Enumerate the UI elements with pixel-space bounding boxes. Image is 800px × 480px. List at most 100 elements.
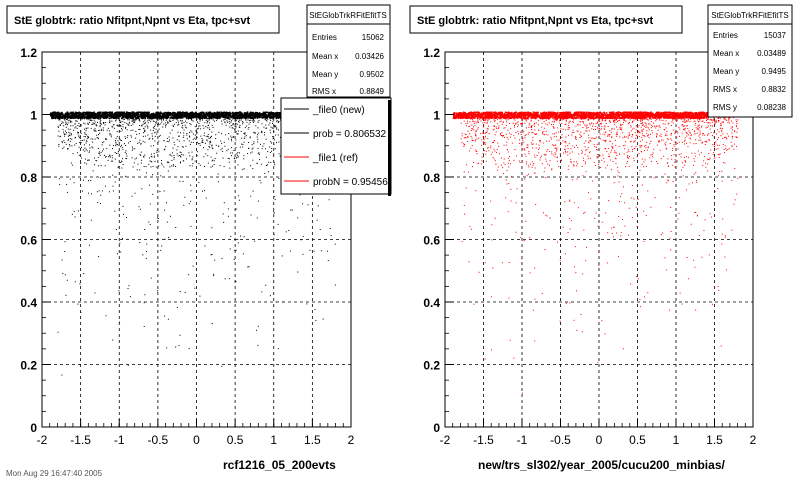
- data-point: [117, 151, 119, 153]
- data-point: [174, 123, 176, 125]
- data-point: [146, 124, 148, 126]
- data-point: [262, 113, 265, 115]
- data-point: [239, 152, 241, 154]
- data-point: [120, 146, 122, 148]
- data-point: [221, 112, 223, 115]
- data-point: [181, 113, 184, 115]
- data-point: [97, 118, 99, 120]
- data-point: [183, 111, 185, 114]
- data-point: [701, 112, 703, 115]
- data-point: [467, 117, 470, 119]
- data-point: [204, 122, 206, 124]
- data-point: [278, 178, 280, 180]
- data-point: [209, 117, 211, 119]
- data-point: [71, 116, 74, 119]
- data-point: [83, 139, 85, 141]
- data-point: [196, 116, 198, 118]
- data-point: [144, 154, 146, 156]
- data-point: [206, 140, 208, 142]
- data-point: [257, 138, 259, 140]
- data-point: [184, 196, 186, 198]
- data-point: [153, 116, 155, 119]
- data-point: [166, 347, 168, 349]
- data-point: [257, 127, 259, 129]
- data-point: [140, 143, 142, 145]
- data-point: [263, 143, 265, 145]
- data-point: [511, 116, 514, 119]
- data-point: [255, 111, 257, 114]
- data-point: [119, 121, 121, 123]
- data-point: [215, 138, 217, 140]
- data-point: [330, 234, 332, 236]
- data-point: [253, 120, 255, 122]
- data-point: [69, 138, 71, 140]
- data-point: [247, 266, 249, 268]
- stats-name-left: StEGlobTrkRFitEfitTS: [309, 11, 387, 20]
- data-point: [72, 115, 74, 117]
- data-point: [203, 115, 205, 117]
- data-point: [126, 117, 129, 120]
- data-point: [138, 129, 140, 131]
- data-point: [85, 112, 88, 114]
- data-point: [235, 117, 237, 120]
- data-point: [202, 115, 204, 117]
- data-point: [173, 114, 175, 116]
- data-point: [215, 144, 217, 146]
- data-point: [245, 117, 248, 119]
- data-point: [122, 124, 124, 126]
- data-point: [275, 115, 277, 117]
- data-point: [601, 112, 603, 115]
- data-point: [148, 116, 150, 118]
- data-point: [152, 193, 154, 195]
- data-point: [60, 115, 62, 117]
- data-point: [159, 115, 161, 117]
- data-point: [55, 116, 58, 119]
- stats-label-rmsx-left: RMS x: [312, 87, 336, 96]
- data-point: [225, 113, 227, 116]
- data-point: [237, 195, 239, 197]
- data-point: [234, 116, 236, 119]
- data-point: [235, 123, 237, 125]
- data-point: [234, 157, 236, 159]
- data-point: [273, 211, 275, 213]
- data-point: [71, 138, 73, 140]
- data-point: [63, 117, 65, 120]
- data-point: [246, 111, 249, 113]
- data-point: [153, 125, 155, 127]
- data-point: [192, 138, 194, 140]
- data-point: [109, 144, 111, 146]
- data-point: [210, 115, 212, 117]
- data-point: [222, 213, 224, 215]
- data-point: [211, 145, 213, 147]
- data-point: [663, 114, 666, 116]
- data-point: [225, 114, 227, 116]
- data-point: [497, 112, 499, 114]
- data-point: [258, 113, 261, 116]
- data-point: [161, 116, 163, 118]
- data-point: [176, 113, 179, 115]
- data-point: [78, 146, 80, 148]
- data-point: [182, 127, 184, 129]
- data-point: [157, 218, 159, 220]
- data-point: [248, 266, 250, 268]
- data-point: [119, 139, 121, 141]
- data-point: [166, 115, 168, 117]
- data-point: [161, 162, 163, 164]
- data-point: [232, 112, 235, 115]
- data-point: [269, 116, 271, 118]
- data-point: [271, 150, 273, 152]
- data-point: [133, 162, 135, 164]
- data-point: [153, 155, 155, 157]
- data-point: [71, 114, 73, 116]
- data-point: [228, 118, 230, 120]
- data-point: [212, 126, 214, 128]
- data-point: [85, 130, 87, 132]
- data-point: [92, 138, 94, 140]
- x-axis-label-left: rcf1216_05_200evts: [223, 458, 336, 472]
- data-point: [80, 132, 82, 134]
- data-point: [146, 112, 149, 115]
- data-point: [67, 115, 69, 117]
- data-point: [96, 125, 98, 127]
- data-point: [189, 114, 191, 116]
- data-point: [109, 155, 111, 157]
